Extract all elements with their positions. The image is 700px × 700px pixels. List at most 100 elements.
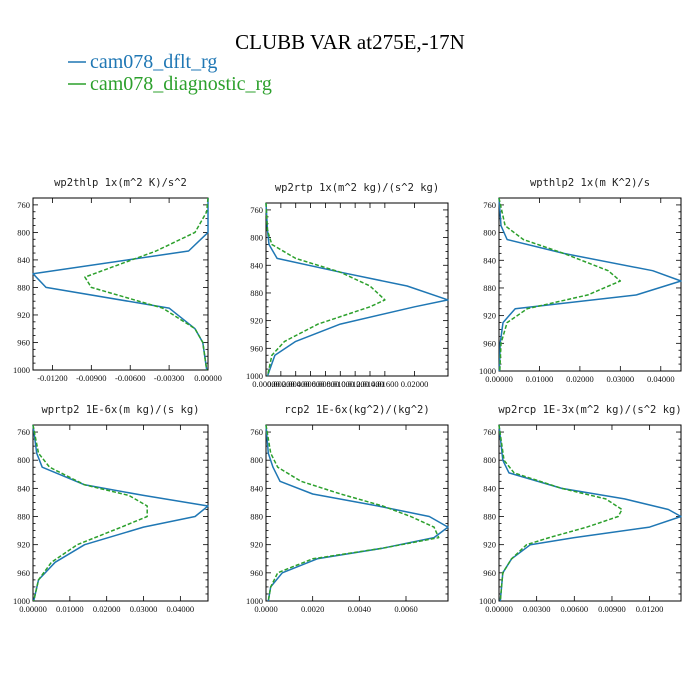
y-tick-label: 800 [250,455,263,465]
y-tick-label: 800 [483,455,496,465]
plot-frame [265,202,449,377]
y-tick-label: 840 [17,255,30,265]
series-line-0 [32,424,209,602]
y-tick-label: 1000 [246,596,263,606]
x-tick-label: 0.00000 [485,374,513,384]
x-tick-label: 0.00300 [523,604,551,614]
panel-title: wpthlp2 1x(m K^2)/s [530,177,650,189]
x-tick-label: 0.00000 [194,373,222,383]
x-tick-label: 0.00200 [267,379,295,389]
y-tick-label: 760 [250,205,263,215]
x-tick-label: 0.00000 [252,379,280,389]
y-tick-label: 760 [250,427,263,437]
plot-frame [32,197,209,371]
x-tick-label: -0.00300 [154,373,184,383]
series-line-1 [265,424,440,602]
series-line-1 [498,424,623,602]
y-tick-label: 960 [250,343,263,353]
x-tick-label: 0.00600 [297,379,325,389]
y-tick-label: 920 [250,540,263,550]
y-tick-label: 880 [17,282,30,292]
x-tick-label: 0.00900 [598,604,626,614]
y-tick-label: 1000 [246,371,263,381]
x-tick-label: 0.02000 [566,374,594,384]
x-tick-label: -0.00600 [115,373,145,383]
y-tick-label: 960 [250,568,263,578]
y-tick-label: 920 [17,310,30,320]
y-tick-label: 800 [483,228,496,238]
y-tick-label: 760 [17,427,30,437]
x-tick-label: 0.00400 [282,379,310,389]
y-tick-label: 840 [483,483,496,493]
x-tick-label: 0.01000 [56,604,84,614]
panel-title: wp2rcp 1E-3x(m^2 kg)/(s^2 kg) [498,404,681,416]
panel-3: wprtp2 1E-6x(m kg)/(s kg) 760 800 840 880 920… [13,404,209,614]
x-tick-label: 0.04000 [167,604,195,614]
x-tick-label: 0.0060 [394,604,417,614]
y-tick-label: 1000 [479,366,496,376]
panels: wp2thlp 1x(m^2 K)/s^2 760 800 840 880 920 960 1… [13,177,682,614]
y-tick-label: 960 [483,568,496,578]
x-tick-label: 0.01200 [636,604,664,614]
panel-title: rcp2 1E-6x(kg^2)/(kg^2) [284,404,429,416]
x-tick-label: 0.0000 [254,604,277,614]
y-tick-label: 840 [483,255,496,265]
series-line-1 [265,202,386,377]
panel-title: wp2thlp 1x(m^2 K)/s^2 [54,177,187,189]
x-tick-label: 0.0040 [348,604,371,614]
series-line-1 [498,197,622,372]
x-tick-label: 0.0020 [301,604,324,614]
x-tick-label: 0.00000 [19,604,47,614]
series-line-0 [498,197,682,372]
series-line-0 [265,424,449,602]
x-tick-label: 0.00600 [560,604,588,614]
y-tick-label: 880 [483,283,496,293]
x-tick-label: 0.03000 [130,604,158,614]
y-tick-label: 920 [483,540,496,550]
panel-2: wpthlp2 1x(m K^2)/s 760 800 840 880 920 960 100… [479,177,682,384]
x-tick-label: 0.04000 [647,374,675,384]
y-tick-label: 1000 [13,365,30,375]
panel-0: wp2thlp 1x(m^2 K)/s^2 760 800 840 880 920 960 1… [13,177,222,383]
y-tick-label: 800 [17,227,30,237]
y-tick-label: 1000 [13,596,30,606]
plot-frame [265,424,449,602]
x-tick-label: 0.01200 [341,379,369,389]
x-tick-label: -0.00900 [76,373,106,383]
panel-1: wp2rtp 1x(m^2 kg)/(s^2 kg) 760 800 840 880 92… [246,182,449,389]
y-tick-label: 760 [483,200,496,210]
series-line-0 [498,424,682,602]
x-tick-label: 0.01000 [326,379,354,389]
y-tick-label: 960 [17,568,30,578]
y-tick-label: 800 [250,233,263,243]
x-tick-label: 0.01600 [371,379,399,389]
panel-title: wp2rtp 1x(m^2 kg)/(s^2 kg) [275,182,439,194]
panel-title: wprtp2 1E-6x(m kg)/(s kg) [41,404,199,416]
figure-title: CLUBB VAR at275E,-17N [235,30,465,54]
series-line-0 [32,198,209,371]
y-tick-label: 880 [483,512,496,522]
legend-entry-1: cam078_diagnostic_rg [68,73,272,95]
series-line-0 [265,202,449,377]
y-tick-label: 920 [250,316,263,326]
y-tick-label: 880 [250,288,263,298]
legend-label-1: cam078_diagnostic_rg [90,73,272,95]
y-tick-label: 800 [17,455,30,465]
y-tick-label: 840 [250,483,263,493]
legend: cam078_dflt_rg cam078_diagnostic_rg [68,51,272,95]
y-tick-label: 960 [483,338,496,348]
y-tick-label: 760 [17,200,30,210]
series-line-1 [32,424,148,602]
x-tick-label: -0.01200 [37,373,67,383]
y-tick-label: 880 [17,512,30,522]
y-tick-label: 960 [17,337,30,347]
y-tick-label: 840 [250,260,263,270]
y-tick-label: 760 [483,427,496,437]
series-line-1 [84,197,209,371]
panel-5: wp2rcp 1E-3x(m^2 kg)/(s^2 kg) 760 800 840 88… [479,404,682,614]
legend-entry-0: cam078_dflt_rg [68,51,217,73]
plot-frame [498,197,682,372]
x-tick-label: 0.03000 [607,374,635,384]
legend-label-0: cam078_dflt_rg [90,51,217,73]
